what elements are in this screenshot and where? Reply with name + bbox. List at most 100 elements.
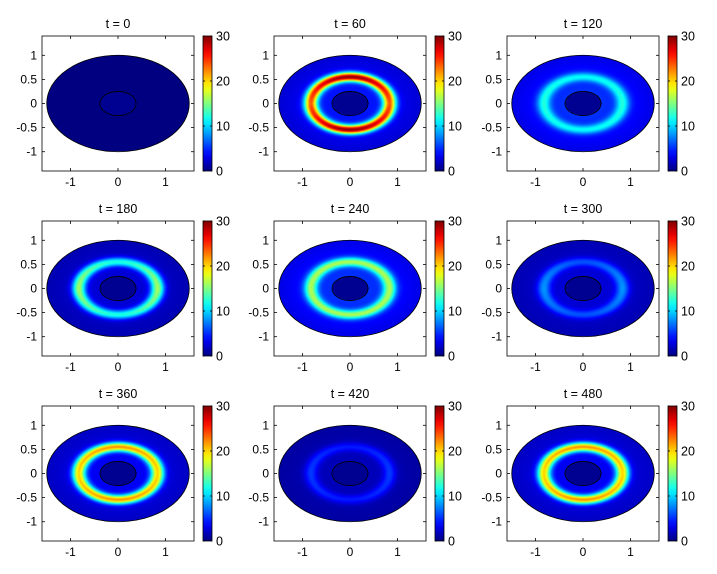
x-tick-label: -1 (297, 545, 308, 559)
x-tick-label: -1 (65, 545, 76, 559)
colorbar (202, 405, 213, 542)
colorbar-tick-label: 10 (448, 305, 462, 319)
colorbar-tick-label: 10 (216, 120, 230, 134)
y-tick-label: 1 (262, 418, 269, 432)
y-tick-label: -0.5 (16, 491, 37, 505)
colorbar-tick-label: 20 (216, 75, 230, 89)
colorbar-tick-label: 10 (681, 305, 695, 319)
y-tick-label: -0.5 (481, 306, 502, 320)
y-tick-label: -1 (491, 515, 502, 529)
panel-title: t = 480 (564, 387, 603, 401)
field-heatmap (511, 425, 655, 522)
inner-boundary (331, 461, 369, 486)
y-tick-label: -1 (491, 145, 502, 159)
field-heatmap (278, 425, 422, 522)
y-tick-label: -1 (26, 145, 37, 159)
x-tick-label: 0 (347, 175, 354, 189)
panel-420: t = 420 -1 0 1 1 0.5 0 -0.5 -1 0 10 20 30 (248, 387, 462, 559)
inner-boundary (564, 276, 602, 301)
colorbar-tick-label: 0 (448, 165, 455, 179)
y-tick-label: 0 (495, 282, 502, 296)
outer-boundary (278, 424, 422, 523)
y-tick-label: 0.5 (20, 442, 37, 456)
y-tick-label: -1 (258, 145, 269, 159)
y-tick-label: -0.5 (248, 306, 269, 320)
y-tick-label: 0 (495, 467, 502, 481)
panel-title: t = 420 (331, 387, 370, 401)
panel-180: t = 180 -1 0 1 1 0.5 0 -0.5 -1 0 10 20 30 (16, 202, 230, 374)
panel-title: t = 60 (334, 17, 366, 31)
outer-boundary (511, 424, 655, 523)
colorbar (434, 220, 445, 357)
panel-120: t = 120 -1 0 1 1 0.5 0 -0.5 -1 0 10 20 30 (481, 17, 695, 189)
x-tick-label: 1 (627, 175, 634, 189)
y-tick-label: -1 (258, 330, 269, 344)
colorbar-tick-label: 0 (681, 535, 688, 549)
y-tick-label: -1 (26, 515, 37, 529)
panel-title: t = 120 (564, 17, 603, 31)
colorbar-tick-label: 0 (681, 350, 688, 364)
panel-0: t = 0 -1 0 1 1 0.5 0 -0.5 -1 0 10 20 30 (16, 17, 230, 189)
y-tick-label: 0.5 (485, 72, 502, 86)
x-tick-label: 0 (580, 175, 587, 189)
y-tick-label: 1 (262, 48, 269, 62)
x-tick-label: -1 (530, 360, 541, 374)
y-tick-label: 0.5 (252, 442, 269, 456)
colorbar-tick-label: 30 (448, 400, 462, 414)
y-tick-label: 1 (30, 418, 37, 432)
y-tick-label: 0 (262, 467, 269, 481)
y-tick-label: 0.5 (485, 257, 502, 271)
colorbar-tick-label: 0 (216, 350, 223, 364)
inner-boundary (564, 461, 602, 486)
inner-boundary (99, 276, 137, 301)
colorbar (202, 220, 213, 357)
x-tick-label: -1 (297, 360, 308, 374)
panel-240: t = 240 -1 0 1 1 0.5 0 -0.5 -1 0 10 20 30 (248, 202, 462, 374)
colorbar (202, 35, 213, 172)
x-tick-label: -1 (297, 175, 308, 189)
colorbar (667, 220, 678, 357)
colorbar-tick-label: 10 (681, 120, 695, 134)
colorbar-tick-label: 10 (448, 120, 462, 134)
x-tick-label: 0 (580, 545, 587, 559)
outer-boundary (278, 239, 422, 338)
x-tick-label: 1 (627, 360, 634, 374)
y-tick-label: 0.5 (252, 257, 269, 271)
x-tick-label: -1 (65, 360, 76, 374)
y-tick-label: 0.5 (252, 72, 269, 86)
x-tick-label: 1 (162, 545, 169, 559)
y-tick-label: 1 (495, 233, 502, 247)
outer-boundary (46, 54, 190, 153)
panel-60: t = 60 -1 0 1 1 0.5 0 -0.5 -1 0 10 20 30 (248, 17, 462, 189)
y-tick-label: -0.5 (248, 121, 269, 135)
x-tick-label: 0 (115, 175, 122, 189)
colorbar-tick-label: 30 (681, 215, 695, 229)
x-tick-label: 1 (394, 175, 401, 189)
colorbar-tick-label: 0 (216, 165, 223, 179)
colorbar-tick-label: 20 (216, 260, 230, 274)
colorbar (667, 35, 678, 172)
y-tick-label: -0.5 (16, 121, 37, 135)
field-heatmap (511, 55, 655, 152)
colorbar-tick-label: 0 (681, 165, 688, 179)
inner-boundary (564, 91, 602, 116)
colorbar-tick-label: 30 (216, 400, 230, 414)
outer-boundary (46, 424, 190, 523)
panel-title: t = 180 (99, 202, 138, 216)
y-tick-label: 0 (30, 467, 37, 481)
inner-boundary (331, 276, 369, 301)
y-tick-label: -1 (491, 330, 502, 344)
colorbar-tick-label: 30 (681, 400, 695, 414)
y-tick-label: -1 (26, 330, 37, 344)
y-tick-label: 1 (30, 233, 37, 247)
colorbar-tick-label: 20 (448, 75, 462, 89)
x-tick-label: 0 (347, 545, 354, 559)
colorbar-tick-label: 0 (448, 535, 455, 549)
x-tick-label: 0 (347, 360, 354, 374)
field-heatmap (278, 240, 422, 337)
outer-boundary (46, 239, 190, 338)
x-tick-label: 0 (115, 360, 122, 374)
y-tick-label: 1 (495, 418, 502, 432)
panel-300: t = 300 -1 0 1 1 0.5 0 -0.5 -1 0 10 20 30 (481, 202, 695, 374)
